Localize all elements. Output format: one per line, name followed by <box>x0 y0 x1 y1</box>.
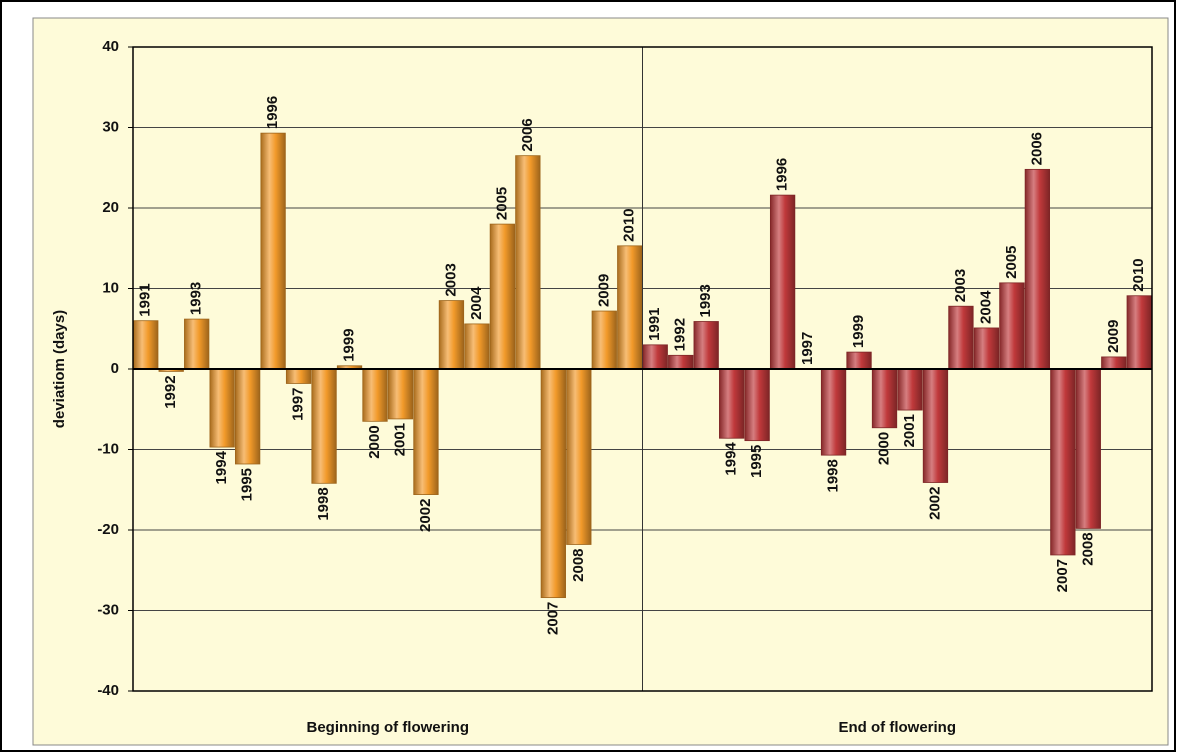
bar <box>260 132 286 370</box>
y-tick-label: 30 <box>102 118 119 135</box>
bar <box>285 368 312 384</box>
bar <box>846 351 872 370</box>
data-label: 2000 <box>366 425 383 458</box>
data-label: 2009 <box>1105 320 1122 353</box>
bar <box>311 368 337 484</box>
y-tick-label: -20 <box>97 521 119 538</box>
bar <box>973 327 1000 370</box>
data-label: 1999 <box>341 328 358 361</box>
bar <box>642 344 668 370</box>
data-label: 2002 <box>417 499 434 532</box>
data-label: 1996 <box>774 158 791 191</box>
data-label: 1998 <box>315 487 332 520</box>
data-label: 1999 <box>850 315 867 348</box>
bar <box>234 368 261 465</box>
data-label: 2007 <box>544 602 561 635</box>
data-label: 2006 <box>1028 132 1045 165</box>
y-tick-label: 20 <box>102 199 119 216</box>
data-label: 1994 <box>213 450 230 484</box>
data-label: 2003 <box>442 263 459 296</box>
data-label: 1996 <box>264 96 281 129</box>
bar <box>184 318 210 370</box>
data-label: 2002 <box>926 487 943 520</box>
data-label: 2004 <box>977 290 994 324</box>
bar <box>540 368 566 599</box>
data-label: 1992 <box>672 318 689 351</box>
data-label: 1993 <box>188 282 205 315</box>
data-label: 2005 <box>493 187 510 220</box>
bar <box>387 368 414 420</box>
data-label: 2001 <box>391 423 408 456</box>
data-label: 1998 <box>825 459 842 492</box>
data-label: 2009 <box>595 274 612 307</box>
bar <box>668 354 694 370</box>
y-axis-label: deviatiom (days) <box>51 310 68 428</box>
bar <box>617 245 643 370</box>
bar <box>719 368 745 439</box>
plot-border <box>132 46 1153 692</box>
bar <box>1075 368 1101 529</box>
y-tick-label: 0 <box>111 360 119 377</box>
data-label: 2010 <box>1130 258 1147 291</box>
data-label: 1997 <box>799 332 816 365</box>
data-label: 2006 <box>519 118 536 151</box>
bar <box>897 368 923 411</box>
data-label: 2008 <box>570 548 587 581</box>
bar <box>413 368 439 495</box>
bar <box>438 300 465 370</box>
data-label: 1993 <box>697 284 714 317</box>
bar <box>744 368 770 442</box>
data-label: 2004 <box>468 286 485 320</box>
bar <box>1050 368 1076 556</box>
data-label: 1991 <box>646 307 663 340</box>
data-label: 2005 <box>1003 245 1020 278</box>
data-label: 2000 <box>875 432 892 465</box>
group-label: Beginning of flowering <box>307 719 469 736</box>
bar <box>566 368 592 545</box>
bar <box>133 320 159 370</box>
y-tick-label: 40 <box>102 38 119 55</box>
data-label: 2008 <box>1079 532 1096 565</box>
data-label: 1997 <box>290 387 307 420</box>
data-label: 1995 <box>748 445 765 478</box>
bar <box>515 155 541 370</box>
group-label: End of flowering <box>839 719 957 736</box>
bar <box>1101 356 1127 370</box>
y-tick-label: -10 <box>97 440 119 457</box>
bar <box>209 368 235 448</box>
data-label: 1994 <box>723 442 740 476</box>
bar <box>1126 295 1152 370</box>
data-label: 2010 <box>621 208 638 241</box>
data-label: 1992 <box>162 375 179 408</box>
bar <box>871 368 898 429</box>
bar <box>362 368 388 422</box>
bar <box>922 368 949 483</box>
data-label: 2003 <box>952 269 969 302</box>
y-tick-label: -30 <box>97 601 119 618</box>
bar <box>1024 168 1051 370</box>
data-label: 2001 <box>901 414 918 447</box>
bar <box>820 368 847 456</box>
bar <box>464 323 490 370</box>
data-label: 1991 <box>137 283 154 316</box>
bar <box>999 282 1025 370</box>
bar <box>489 223 516 370</box>
y-tick-label: 10 <box>102 279 119 296</box>
bar <box>693 321 719 370</box>
y-tick-label: -40 <box>97 682 119 699</box>
data-label: 2007 <box>1054 559 1071 592</box>
bar <box>948 305 974 370</box>
bar <box>591 310 617 370</box>
data-label: 1995 <box>239 468 256 501</box>
bar <box>769 194 796 370</box>
